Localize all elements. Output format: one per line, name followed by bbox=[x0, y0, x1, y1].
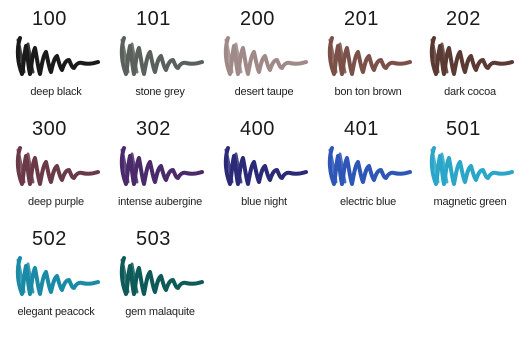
shade-name: desert taupe bbox=[234, 86, 294, 98]
shade-number: 501 bbox=[446, 118, 481, 140]
stroke-accent bbox=[224, 38, 243, 74]
shade-name: deep black bbox=[30, 86, 82, 98]
color-stroke-icon bbox=[223, 36, 308, 76]
color-stroke-icon bbox=[429, 36, 514, 76]
shade-number: 502 bbox=[32, 228, 67, 250]
color-stroke-icon bbox=[223, 146, 308, 186]
stroke-main bbox=[429, 36, 514, 76]
stroke-main bbox=[119, 146, 204, 186]
color-stroke-icon bbox=[119, 36, 204, 76]
color-stroke-icon bbox=[327, 146, 412, 186]
swatch-101: 101 stone grey bbox=[108, 8, 212, 118]
stroke-main bbox=[15, 36, 100, 76]
shade-number: 401 bbox=[344, 118, 379, 140]
shade-name: dark cocoa bbox=[444, 86, 496, 98]
shade-name: gem malaquite bbox=[125, 306, 195, 318]
shade-name: intense aubergine bbox=[117, 196, 203, 208]
stroke-main bbox=[223, 36, 308, 76]
shade-number: 200 bbox=[240, 8, 275, 30]
color-stroke-icon bbox=[15, 36, 100, 76]
color-stroke-icon bbox=[119, 146, 204, 186]
stroke-main bbox=[429, 146, 514, 186]
stroke-accent bbox=[120, 148, 139, 184]
swatch-502: 502 elegant peacock bbox=[4, 228, 108, 338]
stroke-accent bbox=[120, 258, 139, 294]
stroke-main bbox=[223, 146, 308, 186]
stroke-accent bbox=[16, 258, 35, 294]
shade-number: 101 bbox=[136, 8, 171, 30]
shade-name: elegant peacock bbox=[17, 306, 95, 318]
color-stroke-icon bbox=[15, 146, 100, 186]
stroke-accent bbox=[16, 38, 35, 74]
stroke-accent bbox=[430, 148, 449, 184]
shade-name: deep purple bbox=[28, 196, 84, 208]
swatch-201: 201 bon ton brown bbox=[316, 8, 420, 118]
swatch-100: 100 deep black bbox=[4, 8, 108, 118]
color-stroke-icon bbox=[119, 256, 204, 296]
stroke-accent bbox=[328, 38, 347, 74]
stroke-main bbox=[15, 256, 100, 296]
shade-name: blue night bbox=[241, 196, 287, 208]
stroke-main bbox=[119, 36, 204, 76]
shade-number: 201 bbox=[344, 8, 379, 30]
stroke-accent bbox=[120, 38, 139, 74]
shade-number: 100 bbox=[32, 8, 67, 30]
shade-number: 300 bbox=[32, 118, 67, 140]
stroke-accent bbox=[16, 148, 35, 184]
stroke-main bbox=[15, 146, 100, 186]
color-stroke-icon bbox=[15, 256, 100, 296]
stroke-main bbox=[327, 146, 412, 186]
shade-name: stone grey bbox=[135, 86, 185, 98]
shade-number: 400 bbox=[240, 118, 275, 140]
stroke-accent bbox=[328, 148, 347, 184]
stroke-accent bbox=[224, 148, 243, 184]
color-stroke-icon bbox=[327, 36, 412, 76]
color-stroke-icon bbox=[429, 146, 514, 186]
swatch-501: 501 magnetic green bbox=[418, 118, 522, 228]
swatch-302: 302 intense aubergine bbox=[108, 118, 212, 228]
shade-name: bon ton brown bbox=[334, 86, 402, 98]
swatch-202: 202 dark cocoa bbox=[418, 8, 522, 118]
shade-name: electric blue bbox=[339, 196, 397, 208]
swatch-503: 503 gem malaquite bbox=[108, 228, 212, 338]
shade-name: magnetic green bbox=[433, 196, 507, 208]
shade-number: 503 bbox=[136, 228, 171, 250]
shade-number: 302 bbox=[136, 118, 171, 140]
stroke-main bbox=[119, 256, 204, 296]
swatch-401: 401 electric blue bbox=[316, 118, 420, 228]
shade-number: 202 bbox=[446, 8, 481, 30]
stroke-accent bbox=[430, 38, 449, 74]
swatch-200: 200 desert taupe bbox=[212, 8, 316, 118]
stroke-main bbox=[327, 36, 412, 76]
swatch-400: 400 blue night bbox=[212, 118, 316, 228]
swatch-300: 300 deep purple bbox=[4, 118, 108, 228]
